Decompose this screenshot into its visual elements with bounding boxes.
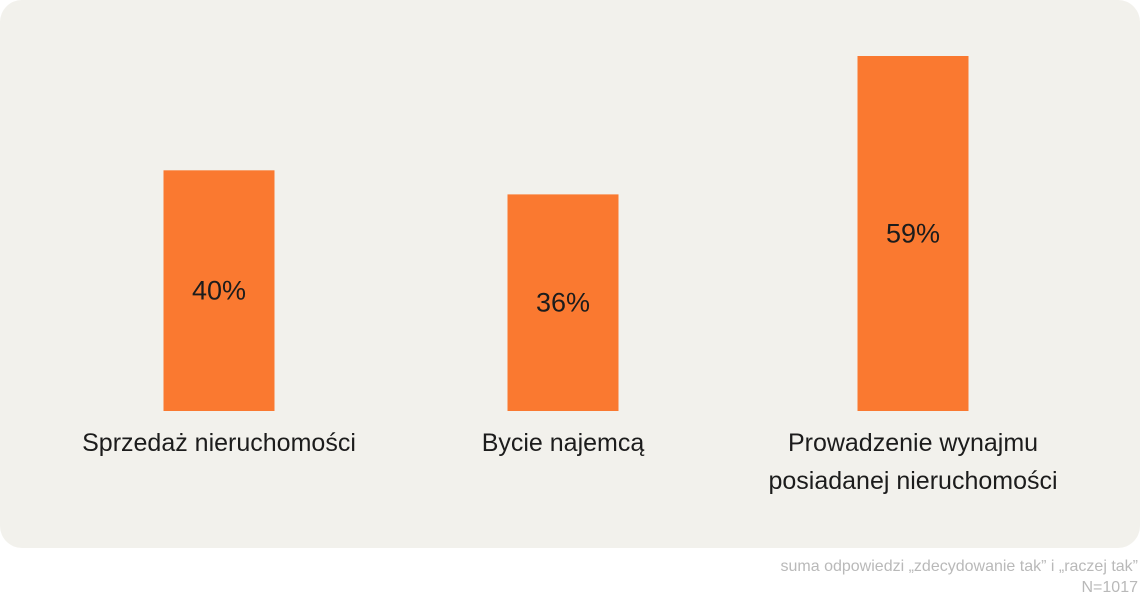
category-label-2: Bycie najemcą <box>482 429 645 457</box>
bar-1 <box>163 170 275 411</box>
footnote-sample-size: N=1017 <box>1081 579 1139 596</box>
footnote-answer-note: suma odpowiedzi „zdecydowanie tak” i „ra… <box>780 558 1138 575</box>
bar-2 <box>507 194 619 411</box>
category-label-1: Sprzedaż nieruchomości <box>82 429 356 457</box>
chart-card: 40% Sprzedaż nieruchomości 36% Bycie najemc… <box>0 0 1140 548</box>
data-label-1: 40% <box>192 276 246 306</box>
category-label-3-line-2: posiadanej nieruchomości <box>768 467 1057 495</box>
bar-chart: 40% Sprzedaż nieruchomości 36% Bycie najemc… <box>82 56 1058 495</box>
category-label-3-line-1: Prowadzenie wynajmu <box>788 429 1038 457</box>
bar-3 <box>857 56 969 411</box>
data-label-2: 36% <box>536 288 590 318</box>
data-label-3: 59% <box>886 219 940 249</box>
footnote: suma odpowiedzi „zdecydowanie tak” i „ra… <box>781 556 1138 598</box>
